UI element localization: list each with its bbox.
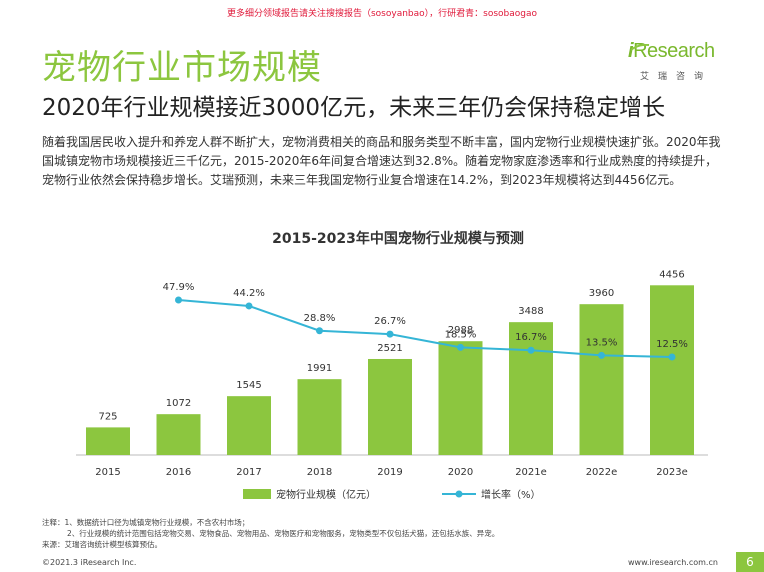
bar-2017 [227,396,271,455]
growth-rate-point [386,330,394,338]
top-banner[interactable]: 更多细分领域报告请关注搜搜报告（sosoyanbao），行研君青：sosobao… [226,9,538,19]
footer-copyright: ©2021.3 iResearch Inc. [42,558,137,567]
growth-rate-label: 16.7% [515,332,547,343]
page-title: 宠物行业市场规模 [42,48,322,88]
legend-line-marker [455,490,463,498]
bar-2021e [509,322,553,455]
bar-2022e [579,304,624,455]
iresearch-logo: iResearch 艾瑞咨询 [628,40,738,86]
page-number: 6 [736,552,764,572]
growth-rate-point [457,343,464,351]
growth-rate-label: 44.2% [233,288,265,299]
bar-value-label: 4456 [659,269,684,280]
legend-bar-label: 宠物行业规模（亿元） [276,488,376,501]
bar-value-label: 1072 [166,398,191,409]
bar-value-label: 2521 [377,343,402,354]
growth-rate-point [175,296,182,304]
growth-rate-label: 28.8% [304,313,336,324]
description-paragraph: 随着我国居民收入提升和养宠人群不断扩大，宠物消费相关的商品和服务类型不断丰富，国… [42,135,721,187]
bar-2020 [438,341,483,455]
x-tick-label: 2016 [166,467,191,478]
bar-value-label: 1991 [307,363,332,374]
growth-rate-point [527,346,535,354]
x-tick-label: 2019 [377,467,402,478]
growth-rate-label: 26.7% [374,316,406,327]
note-line-2: 2、行业规模的统计范围包括宠物交易、宠物食品、宠物用品、宠物医疗和宠物服务，宠物… [67,529,500,538]
bar-2019 [368,358,412,455]
bar-2018 [297,379,342,455]
growth-rate-point [668,353,676,361]
x-tick-label: 2023e [656,467,688,478]
chart-title: 2015-2023年中国宠物行业规模与预测 [272,230,524,247]
x-tick-label: 2022e [586,467,618,478]
x-tick-label: 2018 [307,467,332,478]
bar-2015 [86,427,130,455]
logo-wordmark: iResearch [628,40,715,63]
bar-2023e [650,285,694,455]
x-tick-label: 2017 [236,467,261,478]
page-subtitle: 2020年行业规模接近3000亿元，未来三年仍会保持稳定增长 [42,95,666,121]
bar-value-label: 1545 [236,380,261,391]
legend-line-label: 增长率（%） [481,488,541,501]
logo-research: Research [633,40,715,62]
x-tick-label: 2021e [515,467,547,478]
logo-i: i [628,40,634,62]
growth-rate-label: 47.9% [163,282,195,293]
growth-rate-point [316,327,323,335]
chart-notes: 注释：1、数据统计口径为城镇宠物行业规模，不含农村市场； 2、行业规模的统计范围… [42,517,742,550]
growth-rate-label: 13.5% [586,337,618,348]
logo-subtitle: 艾瑞咨询 [640,72,713,82]
growth-rate-label: 18.5% [445,329,477,340]
bar-value-label: 3488 [518,306,543,317]
growth-rate-line [178,299,673,358]
x-tick-label: 2015 [95,467,120,478]
bar-value-label: 3960 [589,288,614,299]
note-source: 来源：艾瑞咨询统计模型核算预估。 [42,540,162,549]
footer-url[interactable]: www.iresearch.com.cn [628,558,718,567]
bar-2016 [156,414,201,455]
note-line-1: 注释：1、数据统计口径为城镇宠物行业规模，不含农村市场； [42,518,250,527]
growth-rate-label: 12.5% [656,339,688,350]
bar-value-label: 725 [98,411,117,422]
growth-rate-point [598,351,605,359]
growth-rate-point [245,302,253,310]
x-tick-label: 2020 [448,467,473,478]
legend-bar-swatch [243,489,271,499]
logo-swoosh-icon [630,44,650,51]
bar-value-label: 2988 [448,325,473,336]
